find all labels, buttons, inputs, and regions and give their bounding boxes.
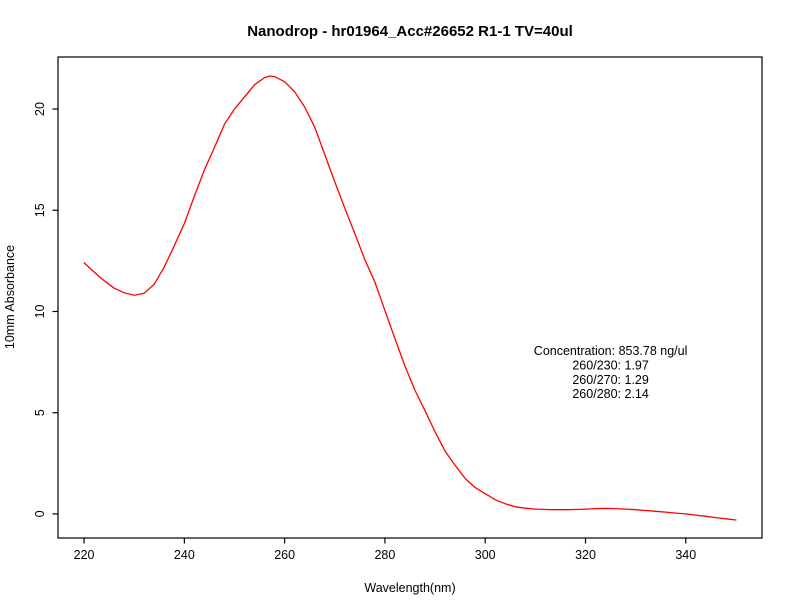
x-tick-label: 320 <box>575 548 596 562</box>
y-axis-ticks: 0 5 10 15 20 <box>33 102 58 517</box>
y-axis-label: 10mm Absorbance <box>3 245 17 349</box>
x-tick-label: 300 <box>475 548 496 562</box>
x-tick-label: 240 <box>174 548 195 562</box>
absorbance-curve <box>83 75 737 521</box>
annotation-line-260-230: 260/230: 1.97 <box>572 358 649 372</box>
x-axis-label: Wavelength(nm) <box>364 581 455 595</box>
x-tick-label: 220 <box>74 548 95 562</box>
x-tick-label: 280 <box>374 548 395 562</box>
annotation-line-260-280: 260/280: 2.14 <box>572 387 649 401</box>
chart-title: Nanodrop - hr01964_Acc#26652 R1-1 TV=40u… <box>247 23 573 40</box>
x-axis-ticks: 220 240 260 280 300 320 340 <box>74 538 696 562</box>
annotation-line-concentration: Concentration: 853.78 ng/ul <box>534 344 688 358</box>
x-tick-label: 260 <box>274 548 295 562</box>
y-tick-label: 15 <box>33 203 47 217</box>
y-tick-label: 20 <box>33 102 47 116</box>
y-tick-label: 5 <box>33 409 47 416</box>
x-tick-label: 340 <box>675 548 696 562</box>
annotation-line-260-270: 260/270: 1.29 <box>572 373 649 387</box>
annotation-block: Concentration: 853.78 ng/ul 260/230: 1.9… <box>534 344 688 401</box>
y-tick-label: 10 <box>33 304 47 318</box>
plot-border <box>57 56 763 539</box>
y-tick-label: 0 <box>33 510 47 517</box>
